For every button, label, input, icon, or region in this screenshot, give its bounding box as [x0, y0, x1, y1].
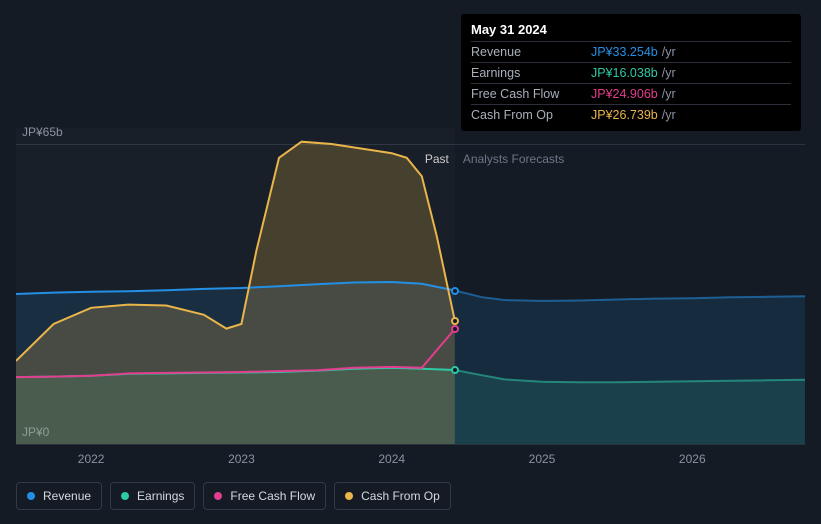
legend-item-label: Cash From Op: [361, 489, 440, 503]
x-axis-label: 2026: [679, 452, 706, 466]
chart-plot-area: JP¥65bJP¥0 Past Analysts Forecasts: [16, 128, 805, 444]
legend-item-label: Earnings: [137, 489, 184, 503]
tooltip-row-value: JP¥26.739b: [591, 108, 658, 122]
marker-fcf: [451, 325, 459, 333]
tooltip-row-unit: /yr: [662, 108, 676, 122]
legend-item-revenue[interactable]: Revenue: [16, 482, 102, 510]
tooltip-row: Free Cash FlowJP¥24.906b/yr: [471, 83, 791, 104]
legend-item-label: Free Cash Flow: [230, 489, 315, 503]
legend-item-earnings[interactable]: Earnings: [110, 482, 195, 510]
legend-dot-icon: [121, 492, 129, 500]
tooltip-row: RevenueJP¥33.254b/yr: [471, 41, 791, 62]
tooltip-row-label: Revenue: [471, 45, 591, 59]
tooltip-row-value: JP¥24.906b: [591, 87, 658, 101]
tooltip-row-label: Cash From Op: [471, 108, 591, 122]
x-axis: 2022 2023 2024 2025 2026: [16, 452, 805, 468]
tooltip-date: May 31 2024: [471, 22, 791, 37]
legend: Revenue Earnings Free Cash Flow Cash From O…: [16, 482, 451, 510]
tooltip-row-label: Earnings: [471, 66, 591, 80]
x-axis-label: 2022: [78, 452, 105, 466]
tooltip-row: Cash From OpJP¥26.739b/yr: [471, 104, 791, 125]
x-axis-label: 2023: [228, 452, 255, 466]
tooltip-row-unit: /yr: [662, 45, 676, 59]
legend-item-label: Revenue: [43, 489, 91, 503]
x-axis-label: 2024: [378, 452, 405, 466]
tooltip-row-label: Free Cash Flow: [471, 87, 591, 101]
marker-revenue: [451, 287, 459, 295]
tooltip-row-unit: /yr: [662, 87, 676, 101]
marker-earnings: [451, 366, 459, 374]
legend-item-free-cash-flow[interactable]: Free Cash Flow: [203, 482, 326, 510]
legend-dot-icon: [345, 492, 353, 500]
legend-dot-icon: [214, 492, 222, 500]
tooltip-row-value: JP¥33.254b: [591, 45, 658, 59]
legend-item-cash-from-op[interactable]: Cash From Op: [334, 482, 451, 510]
legend-dot-icon: [27, 492, 35, 500]
x-axis-label: 2025: [529, 452, 556, 466]
tooltip-row: EarningsJP¥16.038b/yr: [471, 62, 791, 83]
marker-cashop: [451, 317, 459, 325]
chart-svg: [16, 128, 805, 444]
tooltip-row-value: JP¥16.038b: [591, 66, 658, 80]
y-gridline: [16, 444, 805, 445]
tooltip-row-unit: /yr: [662, 66, 676, 80]
tooltip-panel: May 31 2024 RevenueJP¥33.254b/yrEarnings…: [461, 14, 801, 131]
